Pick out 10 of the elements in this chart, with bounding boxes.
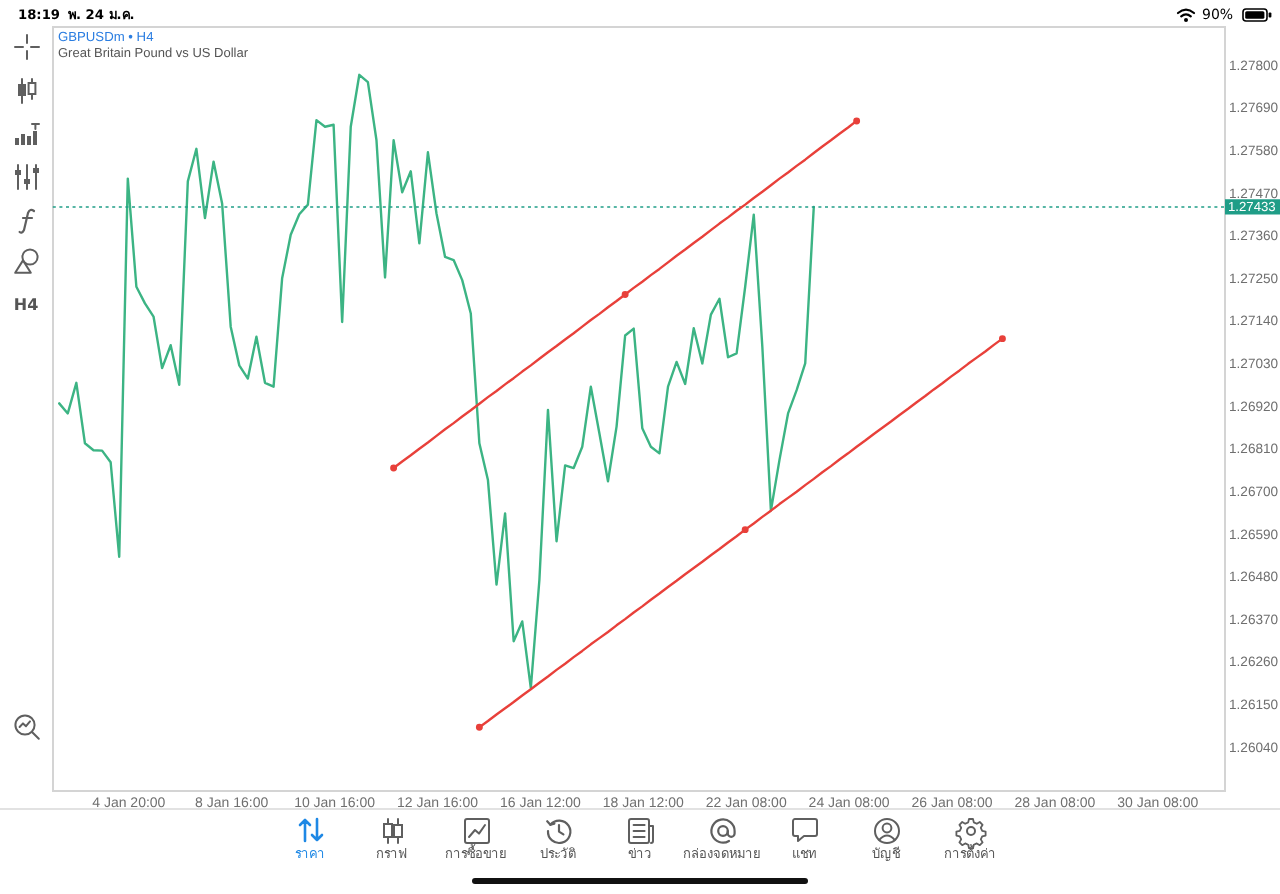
point xyxy=(998,335,1006,343)
point xyxy=(741,526,749,534)
point xyxy=(390,464,398,472)
point xyxy=(475,723,483,731)
line-series xyxy=(58,73,815,690)
line-series xyxy=(478,337,1004,729)
point xyxy=(853,117,861,125)
line-series xyxy=(392,119,858,470)
point xyxy=(621,291,629,298)
text: H4 xyxy=(13,296,39,314)
